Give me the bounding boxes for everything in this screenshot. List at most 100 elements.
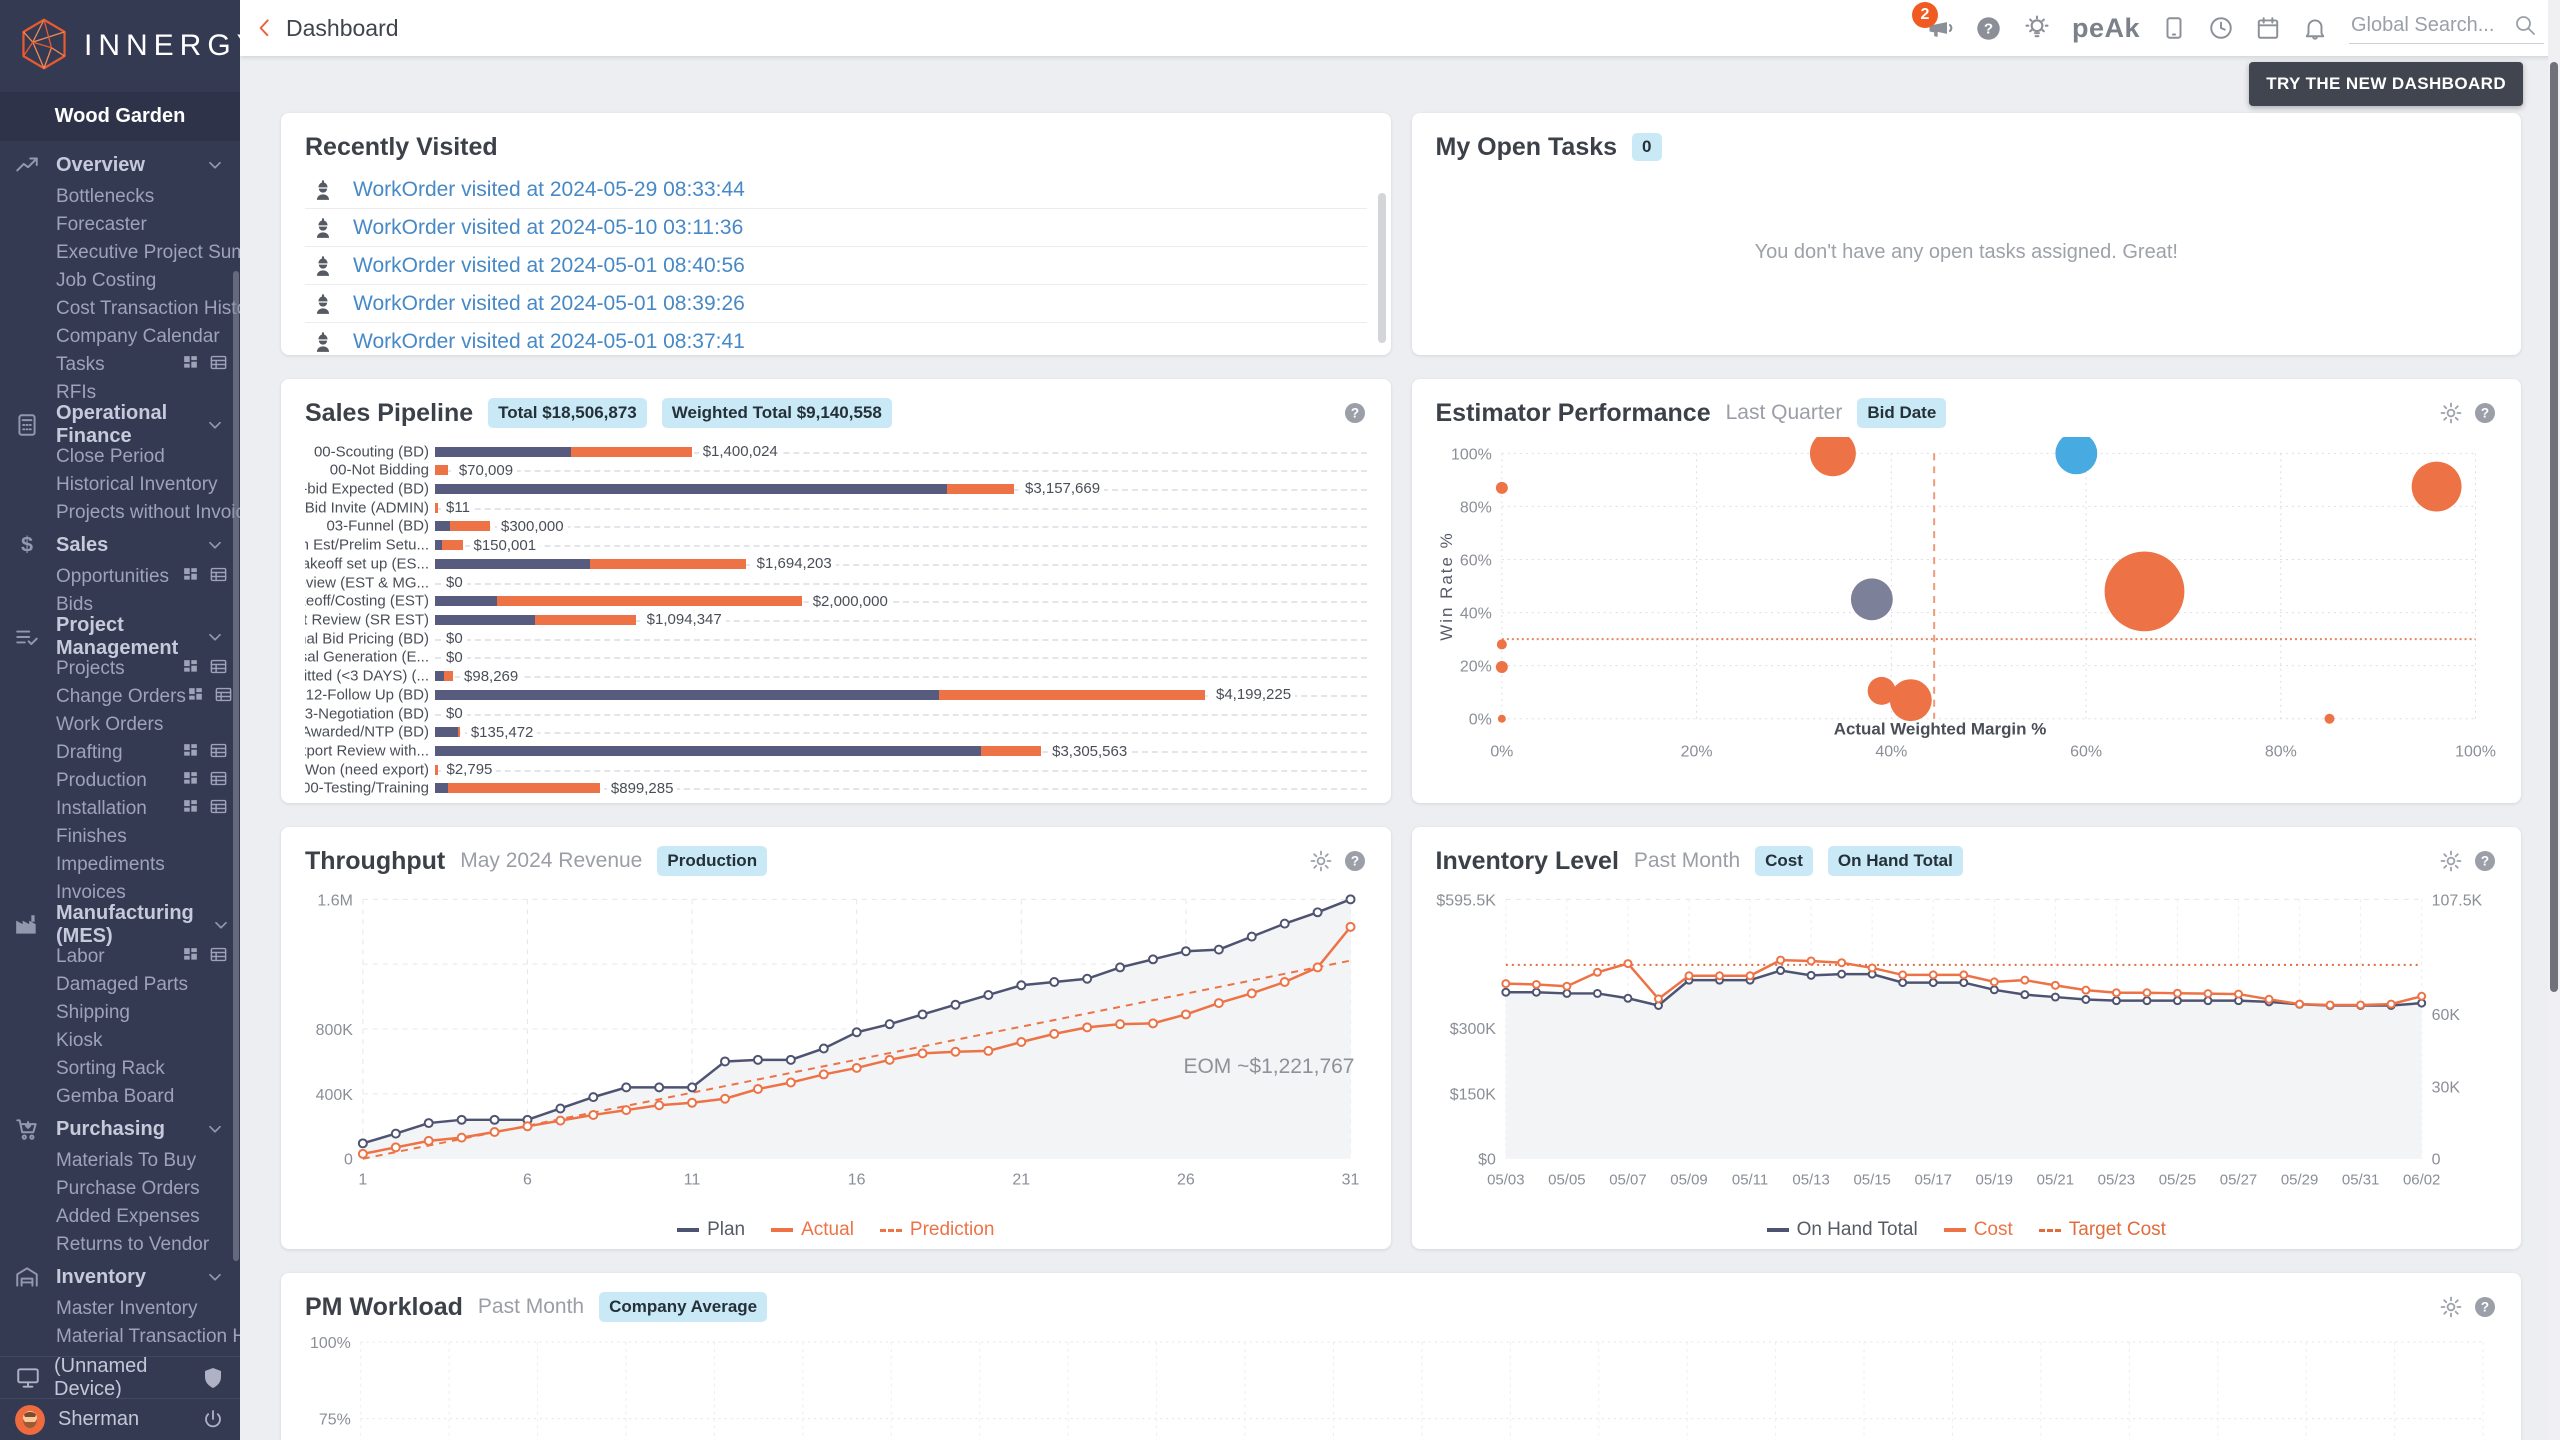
sidebar-section-project-management[interactable]: Project Management: [0, 614, 240, 659]
sidebar-item-change-orders[interactable]: Change Orders: [0, 683, 240, 711]
search-icon[interactable]: [2513, 13, 2537, 37]
recently-visited-link[interactable]: WorkOrder visited at 2024-05-29 08:33:44: [353, 177, 745, 201]
help-icon[interactable]: ?: [2473, 401, 2497, 425]
sidebar-item-returns-to-vendor[interactable]: Returns to Vendor: [0, 1231, 240, 1259]
stacked-bar[interactable]: [435, 596, 802, 607]
sidebar-item-purchase-orders[interactable]: Purchase Orders: [0, 1175, 240, 1203]
brand-row[interactable]: INNERGY®: [0, 0, 285, 92]
sidebar-item-bottlenecks[interactable]: Bottlenecks: [0, 183, 240, 211]
legend-item-cost[interactable]: Cost: [1943, 1219, 2013, 1241]
list-scrollbar[interactable]: [1377, 193, 1386, 343]
sidebar-item-cost-transaction-history[interactable]: Cost Transaction History: [0, 295, 240, 323]
kanban-mini-icon[interactable]: [181, 945, 200, 970]
sidebar-item-master-inventory[interactable]: Master Inventory: [0, 1295, 240, 1323]
bell-icon[interactable]: [2302, 15, 2328, 41]
legend-item-prediction[interactable]: Prediction: [879, 1219, 994, 1241]
company-name[interactable]: Wood Garden: [0, 92, 240, 141]
sidebar-item-work-orders[interactable]: Work Orders: [0, 711, 240, 739]
sidebar-item-bids[interactable]: Bids: [0, 591, 240, 619]
sidebar-item-labor[interactable]: Labor: [0, 943, 240, 971]
power-icon[interactable]: [201, 1408, 225, 1432]
sidebar-section-manufacturing-mes[interactable]: Manufacturing (MES): [0, 902, 240, 947]
search-input[interactable]: [2349, 12, 2507, 38]
sidebar-item-request-and-fulfill[interactable]: Request and Fulfill: [0, 1351, 240, 1356]
help-icon[interactable]: ?: [1975, 15, 2002, 42]
chevron-down-icon[interactable]: [204, 626, 226, 648]
kanban-mini-icon[interactable]: [181, 565, 200, 590]
legend-item-plan[interactable]: Plan: [677, 1219, 745, 1241]
stacked-bar[interactable]: [435, 764, 438, 775]
kanban-mini-icon[interactable]: [181, 797, 200, 822]
help-icon[interactable]: ?: [2473, 849, 2497, 873]
chevron-down-icon[interactable]: [204, 1266, 226, 1288]
help-icon[interactable]: ?: [1343, 849, 1367, 873]
sidebar-section-inventory[interactable]: Inventory: [0, 1259, 240, 1295]
recently-visited-link[interactable]: WorkOrder visited at 2024-05-01 08:40:56: [353, 253, 745, 277]
chevron-down-icon[interactable]: [210, 914, 232, 936]
chevron-down-icon[interactable]: [204, 154, 226, 176]
legend-item-target-cost[interactable]: Target Cost: [2038, 1219, 2166, 1241]
sidebar-item-sorting-rack[interactable]: Sorting Rack: [0, 1055, 240, 1083]
peak-logo[interactable]: peAk: [2071, 12, 2140, 43]
stacked-bar[interactable]: [435, 783, 600, 794]
gear-icon[interactable]: [2439, 1295, 2463, 1319]
help-icon[interactable]: ?: [1343, 401, 1367, 425]
table-mini-icon[interactable]: [209, 565, 228, 590]
sidebar-item-damaged-parts[interactable]: Damaged Parts: [0, 971, 240, 999]
sidebar-item-close-period[interactable]: Close Period: [0, 443, 240, 471]
page-scrollbar[interactable]: [2548, 0, 2560, 1440]
sidebar-item-tasks[interactable]: Tasks: [0, 351, 240, 379]
sidebar-section-purchasing[interactable]: Purchasing: [0, 1111, 240, 1147]
legend-item-actual[interactable]: Actual: [771, 1219, 854, 1241]
sidebar-item-forecaster[interactable]: Forecaster: [0, 211, 240, 239]
sidebar-item-historical-inventory[interactable]: Historical Inventory: [0, 471, 240, 499]
announcements-icon[interactable]: 2: [1911, 2, 1954, 42]
page-scrollbar-thumb[interactable]: [2550, 62, 2558, 992]
sidebar-item-shipping[interactable]: Shipping: [0, 999, 240, 1027]
stacked-bar[interactable]: [435, 746, 1042, 756]
chevron-down-icon[interactable]: [204, 534, 226, 556]
sidebar-item-impediments[interactable]: Impediments: [0, 851, 240, 879]
sidebar-item-gemba-board[interactable]: Gemba Board: [0, 1083, 240, 1111]
tablet-icon[interactable]: [2161, 15, 2187, 41]
sidebar-item-material-transaction-history[interactable]: Material Transaction History: [0, 1323, 240, 1351]
table-mini-icon[interactable]: [209, 741, 228, 766]
sidebar-item-opportunities[interactable]: Opportunities: [0, 563, 240, 591]
sidebar-item-company-calendar[interactable]: Company Calendar: [0, 323, 240, 351]
sidebar-item-materials-to-buy[interactable]: Materials To Buy: [0, 1147, 240, 1175]
stacked-bar[interactable]: [435, 727, 460, 738]
recently-visited-link[interactable]: WorkOrder visited at 2024-05-01 08:39:26: [353, 291, 745, 315]
sidebar-item-executive-project-summary[interactable]: Executive Project Summary: [0, 239, 240, 267]
kanban-mini-icon[interactable]: [181, 769, 200, 794]
legend-item-on-hand-total[interactable]: On Hand Total: [1766, 1219, 1918, 1241]
help-icon[interactable]: ?: [2473, 1295, 2497, 1319]
recently-visited-link[interactable]: WorkOrder visited at 2024-05-10 03:11:36: [353, 215, 744, 239]
sidebar-item-kiosk[interactable]: Kiosk: [0, 1027, 240, 1055]
stacked-bar[interactable]: [435, 521, 490, 532]
kanban-mini-icon[interactable]: [181, 741, 200, 766]
clock-icon[interactable]: [2208, 15, 2234, 41]
sidebar-item-invoices[interactable]: Invoices: [0, 879, 240, 907]
sidebar-item-drafting[interactable]: Drafting: [0, 739, 240, 767]
gear-icon[interactable]: [2439, 401, 2463, 425]
kanban-mini-icon[interactable]: [181, 657, 200, 682]
sidebar-item-rfis[interactable]: RFIs: [0, 379, 240, 407]
calendar-icon[interactable]: [2255, 15, 2281, 41]
sidebar-item-projects-without-invoices[interactable]: Projects without Invoices: [0, 499, 240, 527]
gear-icon[interactable]: [1309, 849, 1333, 873]
sidebar-scrollbar[interactable]: [233, 271, 239, 1261]
try-new-dashboard-button[interactable]: TRY THE NEW DASHBOARD: [2249, 62, 2523, 106]
gear-icon[interactable]: [2439, 849, 2463, 873]
chevron-down-icon[interactable]: [204, 414, 226, 436]
sidebar-section-sales[interactable]: $ Sales: [0, 527, 240, 563]
stacked-bar[interactable]: [435, 671, 453, 682]
device-row[interactable]: (Unnamed Device): [0, 1355, 240, 1400]
table-mini-icon[interactable]: [214, 685, 233, 710]
back-chevron-icon[interactable]: [252, 15, 278, 41]
user-row[interactable]: Sherman: [0, 1398, 240, 1440]
sidebar-item-production[interactable]: Production: [0, 767, 240, 795]
recently-visited-link[interactable]: WorkOrder visited at 2024-05-01 08:37:41: [353, 329, 745, 353]
stacked-bar[interactable]: [435, 689, 1205, 700]
sidebar-item-installation[interactable]: Installation: [0, 795, 240, 823]
sidebar-item-finishes[interactable]: Finishes: [0, 823, 240, 851]
